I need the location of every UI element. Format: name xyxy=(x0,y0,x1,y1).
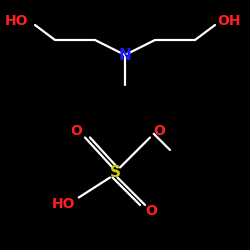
Text: HO: HO xyxy=(52,197,76,211)
Text: N: N xyxy=(119,48,132,62)
Text: O: O xyxy=(70,124,82,138)
Text: OH: OH xyxy=(217,14,240,28)
Text: O: O xyxy=(145,204,157,218)
Text: O: O xyxy=(153,124,165,138)
Text: HO: HO xyxy=(4,14,28,28)
Text: S: S xyxy=(110,165,120,180)
